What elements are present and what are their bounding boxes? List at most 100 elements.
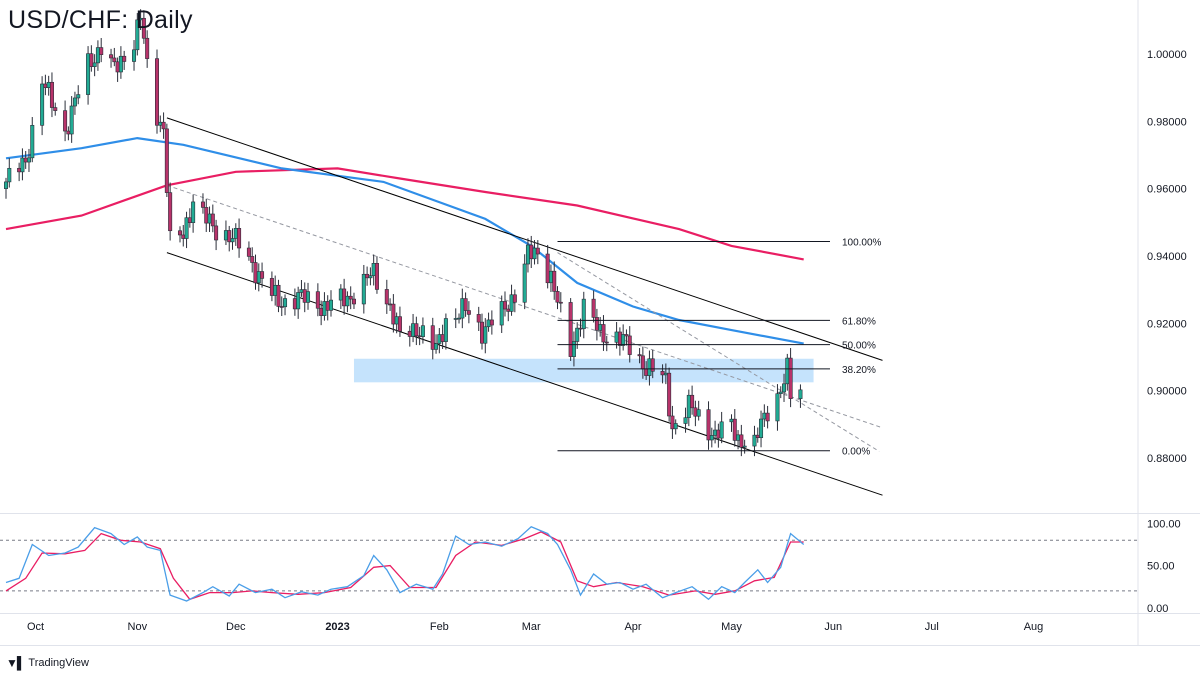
candle-body — [581, 298, 586, 330]
time-tick-label: Jun — [824, 621, 842, 633]
candle — [230, 228, 235, 250]
candle — [798, 384, 803, 408]
candle — [555, 286, 560, 310]
candle-body — [798, 389, 803, 399]
candle — [30, 117, 35, 163]
candle — [558, 292, 563, 313]
candle — [325, 295, 330, 321]
candle-body — [17, 167, 22, 173]
candle-body — [437, 334, 442, 344]
candle — [371, 254, 376, 286]
chart-title: USD/CHF: Daily — [8, 6, 193, 34]
candle-body — [283, 298, 288, 308]
brand[interactable]: ▼▌ TradingView — [6, 656, 89, 670]
candle-body — [594, 317, 599, 331]
candle-body — [571, 341, 576, 357]
candle — [706, 401, 711, 450]
fib-level-label: 0.00% — [842, 447, 870, 458]
candle-body — [214, 225, 219, 241]
candle — [755, 427, 760, 443]
candle-body — [548, 270, 553, 284]
candle — [713, 420, 718, 444]
price-tick-label: 1.00000 — [1147, 49, 1187, 61]
candle-body — [778, 391, 783, 394]
candle — [214, 219, 219, 251]
candle-body — [670, 415, 675, 430]
candle — [417, 326, 422, 346]
candle-body — [591, 298, 596, 318]
candle-body — [384, 289, 389, 305]
candle-body — [145, 37, 150, 59]
price-tick-label: 0.94000 — [1147, 251, 1187, 263]
candle — [322, 292, 327, 321]
candle-body — [361, 273, 366, 305]
candle-body — [296, 292, 301, 310]
candle-body — [227, 230, 232, 243]
candle-body — [26, 157, 31, 163]
candle-body — [775, 393, 780, 422]
candle-body — [315, 291, 320, 309]
candle — [486, 312, 491, 332]
channel-lower-line — [166, 252, 883, 496]
candle-body — [89, 53, 94, 67]
candle-body — [69, 105, 74, 135]
candle-body — [397, 316, 402, 332]
candle-body — [246, 247, 251, 257]
candle — [670, 405, 675, 439]
candle-body — [483, 326, 488, 344]
candle — [296, 286, 301, 319]
candle-body — [716, 429, 721, 439]
candle-body — [782, 383, 787, 393]
candle-body — [30, 125, 35, 159]
candle — [345, 291, 350, 313]
candle-body — [269, 278, 274, 296]
candle-body — [420, 325, 425, 337]
candle-body — [640, 355, 645, 370]
candle — [604, 335, 609, 352]
candle — [621, 324, 626, 351]
candle-body — [502, 301, 507, 310]
brand-name: TradingView — [28, 657, 89, 669]
price-tick-label: 0.92000 — [1147, 318, 1187, 330]
candle-body — [260, 271, 265, 279]
candle-body — [279, 306, 284, 308]
candle — [112, 47, 117, 67]
candle-body — [785, 357, 790, 385]
candle-body — [351, 298, 356, 305]
candle-body — [292, 298, 297, 310]
candle-body — [709, 435, 714, 441]
candle — [581, 291, 586, 339]
candle — [246, 241, 251, 261]
candle-body — [230, 238, 235, 243]
candle-body — [627, 335, 632, 355]
candle-body — [135, 19, 140, 51]
candle-body — [276, 284, 281, 307]
candle — [66, 126, 71, 141]
candle — [457, 313, 462, 324]
candle — [40, 76, 45, 136]
candle-body — [453, 318, 458, 320]
time-tick-label: Oct — [27, 621, 44, 633]
candle-body — [463, 298, 468, 311]
candle-body — [637, 354, 642, 357]
candle — [729, 414, 734, 432]
candle-body — [86, 53, 91, 95]
candle-body — [374, 263, 379, 290]
candle — [109, 48, 114, 68]
oscillator-tick-label: 50.00 — [1147, 561, 1175, 573]
candle — [351, 292, 356, 309]
candle — [624, 329, 629, 346]
fib-level-label: 100.00% — [842, 238, 882, 249]
candle-body — [558, 301, 563, 304]
candle — [89, 45, 94, 72]
candle — [204, 198, 209, 232]
candle — [233, 223, 238, 246]
channel-upper-line — [166, 117, 883, 361]
candle — [578, 318, 583, 337]
candle — [181, 224, 186, 247]
price-tick-label: 0.98000 — [1147, 116, 1187, 128]
candle — [253, 254, 258, 290]
candle — [315, 283, 320, 317]
candle-body — [250, 256, 255, 263]
